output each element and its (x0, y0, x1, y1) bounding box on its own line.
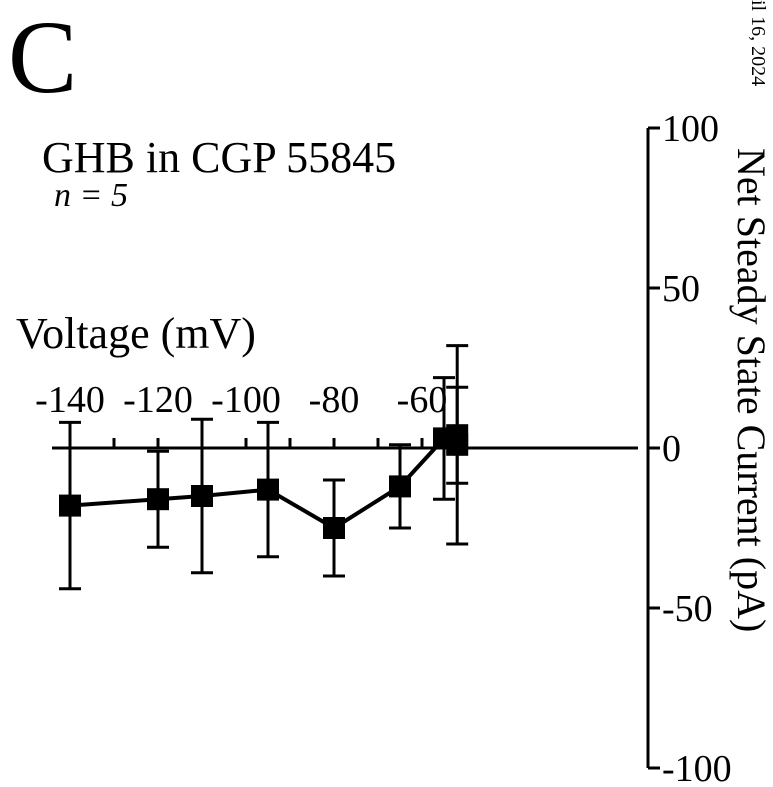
x-tick-label: -140 (35, 379, 105, 421)
data-point (59, 494, 81, 517)
data-point (191, 485, 213, 507)
y-axis-label: Net Steady State Current (pA) (729, 148, 773, 632)
side-text: il 16, 2024 (747, 0, 769, 86)
chart-subtitle: n = 5 (54, 177, 128, 214)
data-point (147, 488, 169, 511)
y-tick-label: 0 (662, 428, 681, 470)
data-point (446, 433, 469, 456)
x-axis-label: Voltage (mV) (16, 309, 256, 358)
x-tick-label: -80 (309, 379, 360, 421)
y-tick-label: -100 (662, 748, 732, 787)
x-tick-label: -120 (123, 379, 193, 421)
x-tick-label: -60 (397, 379, 448, 421)
chart-title: GHB in CGP 55845 (42, 133, 396, 182)
panel-label: C (8, 0, 77, 115)
data-point (389, 475, 411, 498)
y-tick-label: 100 (662, 108, 719, 150)
y-tick-label: 50 (662, 268, 700, 310)
data-series (59, 344, 469, 591)
data-point (323, 517, 345, 539)
data-point (257, 478, 279, 501)
axes: -140 -120 -100 -80 -60 100 50 0 -50 -100 (35, 108, 731, 787)
y-tick-label: -50 (662, 588, 713, 630)
x-tick-label: -100 (211, 379, 281, 421)
